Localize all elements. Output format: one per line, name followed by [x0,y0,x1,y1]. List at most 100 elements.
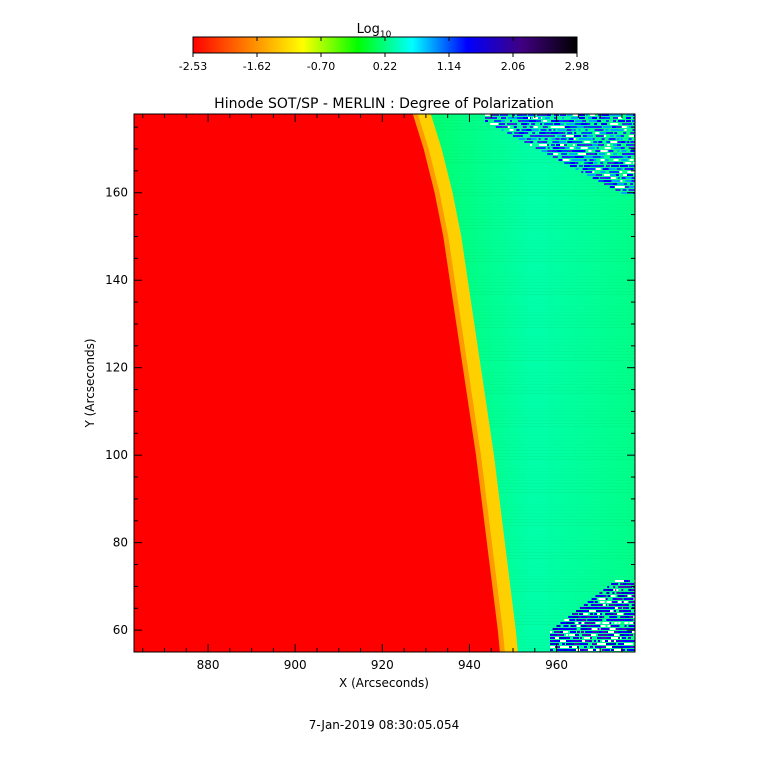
noise-cell [583,613,589,615]
noise-cell [485,117,492,119]
noise-cell [618,643,627,645]
noise-cell [522,114,527,116]
noise-cell [588,162,594,164]
noise-cell [602,631,607,633]
noise-cell [627,613,635,615]
noise-cell [499,123,506,125]
noise-cell [582,168,590,170]
noise-cell [612,646,617,648]
noise-cell [602,607,607,609]
noise-cell [518,138,526,140]
noise-cell [607,162,616,164]
noise-cell [631,180,635,182]
noise-cell [585,607,591,609]
noise-cell [577,631,580,633]
noise-cell [606,120,609,122]
noise-cell [605,634,610,636]
noise-cell [571,117,578,119]
noise-cell [566,634,568,636]
noise-cell [578,153,587,155]
noise-cell [624,643,631,645]
y-tick-label: 140 [105,273,128,287]
noise-cell [575,162,579,164]
noise-cell [576,150,584,152]
noise-cell [530,144,532,146]
noise-cell [567,150,575,152]
noise-cell [585,631,594,633]
noise-cell [561,634,564,636]
colorbar-tick-label: 2.06 [501,60,526,73]
noise-cell [561,135,567,137]
noise-cell [551,150,560,152]
noise-cell [614,132,618,134]
noise-cell [549,135,555,137]
noise-cell [609,135,614,137]
noise-cell [547,147,550,149]
noise-cell [581,132,588,134]
noise-cell [552,141,560,143]
noise-cell [591,598,597,600]
noise-cell [537,114,541,116]
noise-cell [589,610,599,612]
noise-cell [573,637,579,639]
noise-cell [552,156,558,158]
noise-cell [618,637,620,639]
noise-cell [624,183,628,185]
x-tick-label: 960 [545,658,568,672]
noise-cell [592,144,598,146]
noise-cell [604,147,611,149]
noise-cell [591,634,596,636]
noise-cell [629,123,633,125]
noise-cell [574,643,580,645]
noise-cell [609,607,616,609]
noise-cell [539,147,546,149]
noise-cell [629,616,635,618]
noise-cell [579,613,585,615]
noise-cell [608,631,618,633]
noise-cell [536,120,541,122]
noise-cell [624,604,629,606]
noise-cell [529,126,533,128]
noise-cell [616,589,619,591]
noise-cell [549,123,554,125]
noise-cell [613,156,620,158]
noise-cell [625,177,633,179]
noise-cell [575,147,585,149]
colorbar-label: Log10 [357,22,392,40]
noise-cell [523,120,530,122]
noise-cell [608,634,616,636]
noise-cell [631,619,634,621]
noise-cell [616,592,624,594]
noise-cell [528,117,530,119]
noise-cell [617,619,625,621]
x-tick-label: 920 [371,658,394,672]
noise-cell [595,135,605,137]
noise-cell [557,150,563,152]
noise-cell [562,643,565,645]
noise-cell [566,637,570,639]
noise-cell [599,592,603,594]
noise-cell [576,619,587,621]
noise-cell [532,132,536,134]
noise-cell [621,159,628,161]
y-tick-label: 120 [105,361,128,375]
noise-cell [576,126,586,128]
noise-cell [583,126,588,128]
noise-cell [634,156,635,158]
noise-cell [565,135,575,137]
noise-cell [540,123,543,125]
noise-cell [597,613,603,615]
noise-cell [513,126,517,128]
noise-cell [521,123,528,125]
noise-cell [591,628,601,630]
noise-cell [529,120,536,122]
noise-cell [596,174,602,176]
noise-cell [570,628,576,630]
noise-cell [608,150,614,152]
noise-cell [590,625,598,627]
noise-cell [512,123,518,125]
noise-cell [585,640,592,642]
noise-cell [630,643,633,645]
noise-cell [550,126,560,128]
noise-cell [632,640,635,642]
